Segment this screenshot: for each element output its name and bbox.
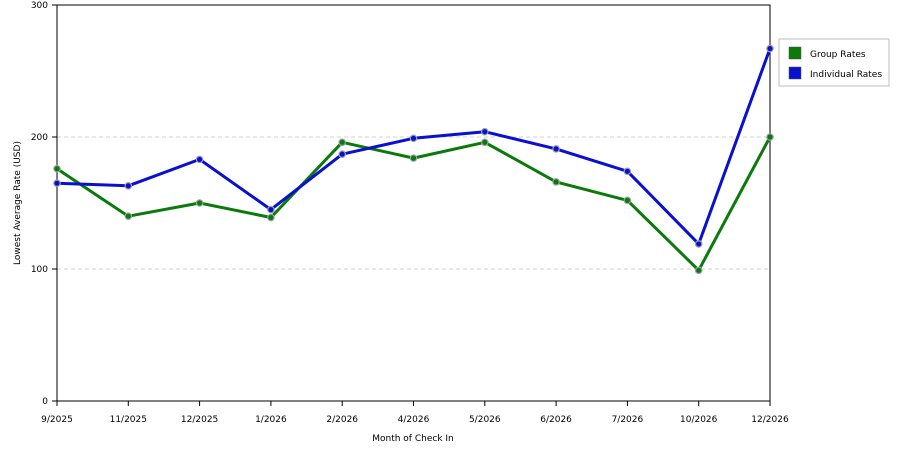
data-point-individual-rates [766, 44, 774, 53]
data-point-individual-rates [267, 205, 275, 214]
legend-label-individual-rates: Individual Rates [810, 70, 882, 80]
x-tick-label: 12/2025 [181, 415, 218, 425]
data-point-group-rates [766, 133, 774, 141]
y-tick-label: 100 [31, 265, 48, 275]
x-tick-label: 11/2025 [110, 415, 147, 425]
y-tick-label: 200 [31, 133, 48, 143]
y-axis-label: Lowest Average Rate (USD) [13, 141, 23, 265]
legend-swatch-group-rates [788, 46, 802, 60]
data-point-group-rates [338, 138, 347, 147]
data-point-individual-rates [195, 155, 204, 164]
x-tick-label: 9/2025 [41, 415, 73, 425]
series-line-individual-rates [55, 47, 772, 246]
plot-area [56, 4, 771, 402]
data-point-individual-rates [124, 182, 133, 190]
data-point-individual-rates [623, 167, 632, 176]
x-tick-label: 5/2026 [469, 415, 501, 425]
data-point-individual-rates [409, 134, 418, 143]
data-point-group-rates [267, 213, 275, 222]
data-point-group-rates [195, 199, 204, 207]
data-point-group-rates [480, 138, 489, 147]
x-axis-label: Month of Check In [372, 434, 454, 444]
x-tick-label: 1/2026 [255, 415, 287, 425]
data-point-individual-rates [552, 145, 560, 153]
x-tick-label: 12/2026 [751, 415, 789, 425]
x-tick-label: 6/2026 [540, 415, 572, 425]
data-point-group-rates [53, 164, 61, 173]
data-point-individual-rates [480, 127, 489, 136]
data-point-group-rates [409, 154, 418, 162]
legend-swatch-individual-rates [788, 66, 802, 80]
legend: Group Rates Individual Rates [778, 38, 890, 87]
data-points [53, 44, 774, 275]
data-point-group-rates [694, 266, 703, 275]
x-tick-label: 4/2026 [398, 415, 430, 425]
axis-ticks: 0 100 200 300 9/2025 11/2025 12/2025 1/2026 2/20… [31, 1, 789, 425]
y-tick-label: 300 [31, 1, 48, 11]
legend-label-group-rates: Group Rates [810, 50, 866, 60]
data-point-individual-rates [694, 240, 703, 248]
data-point-individual-rates [53, 179, 61, 188]
data-point-individual-rates [338, 150, 347, 158]
x-tick-label: 7/2026 [612, 415, 644, 425]
data-point-group-rates [552, 178, 560, 186]
data-point-group-rates [124, 212, 133, 221]
x-tick-label: 2/2026 [326, 415, 358, 425]
x-tick-label: 10/2026 [680, 415, 718, 425]
data-point-group-rates [623, 196, 632, 205]
y-tick-label: 0 [42, 397, 48, 407]
